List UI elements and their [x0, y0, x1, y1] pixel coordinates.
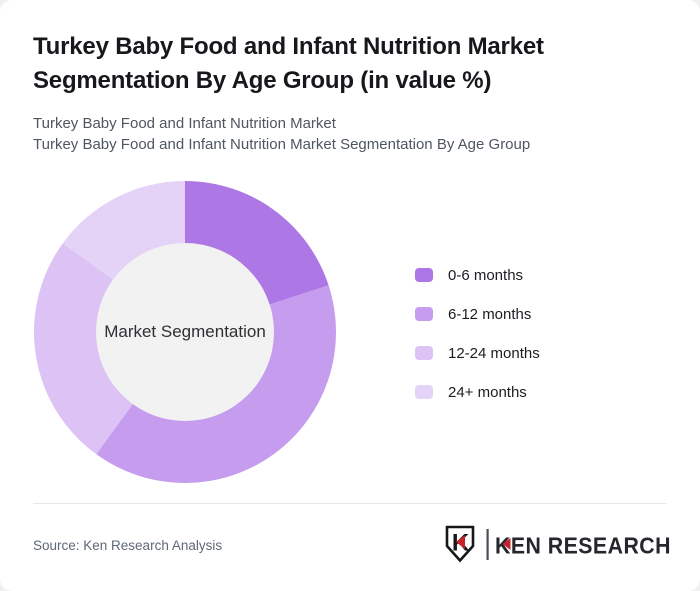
- chart-subtitle-line2: Turkey Baby Food and Infant Nutrition Ma…: [33, 136, 531, 153]
- logo-wordmark: KEN RESEARCH: [495, 533, 671, 559]
- legend-swatch: [415, 307, 433, 321]
- donut-svg: [34, 181, 336, 483]
- footer-divider: [33, 503, 667, 504]
- legend-item: 6-12 months: [415, 304, 540, 324]
- donut-hole: [96, 243, 274, 421]
- legend-item: 12-24 months: [415, 343, 540, 363]
- legend-item-label: 0-6 months: [448, 266, 524, 284]
- legend-item-label: 6-12 months: [448, 305, 532, 323]
- logo-wordmark-red-triangle-icon: [502, 538, 511, 550]
- legend-swatch: [415, 385, 433, 399]
- chart-subtitle-line1: Turkey Baby Food and Infant Nutrition Ma…: [33, 115, 336, 132]
- donut-chart: Market Segmentation: [34, 181, 336, 483]
- legend-item-label: 12-24 months: [448, 344, 540, 362]
- legend-swatch: [415, 346, 433, 360]
- legend-item: 0-6 months: [415, 265, 540, 285]
- logo-shield-red-triangle-icon: [456, 535, 465, 549]
- ken-research-logo: K KEN RESEARCH: [445, 525, 671, 563]
- chart-title: Turkey Baby Food and Infant Nutrition Ma…: [33, 33, 544, 94]
- legend: 0-6 months 6-12 months 12-24 months 24+ mon…: [415, 265, 540, 402]
- legend-item: 24+ months: [415, 382, 540, 402]
- logo-separator: [486, 529, 489, 560]
- legend-swatch: [415, 268, 433, 282]
- source-note: Source: Ken Research Analysis: [33, 538, 223, 553]
- legend-item-label: 24+ months: [448, 383, 527, 401]
